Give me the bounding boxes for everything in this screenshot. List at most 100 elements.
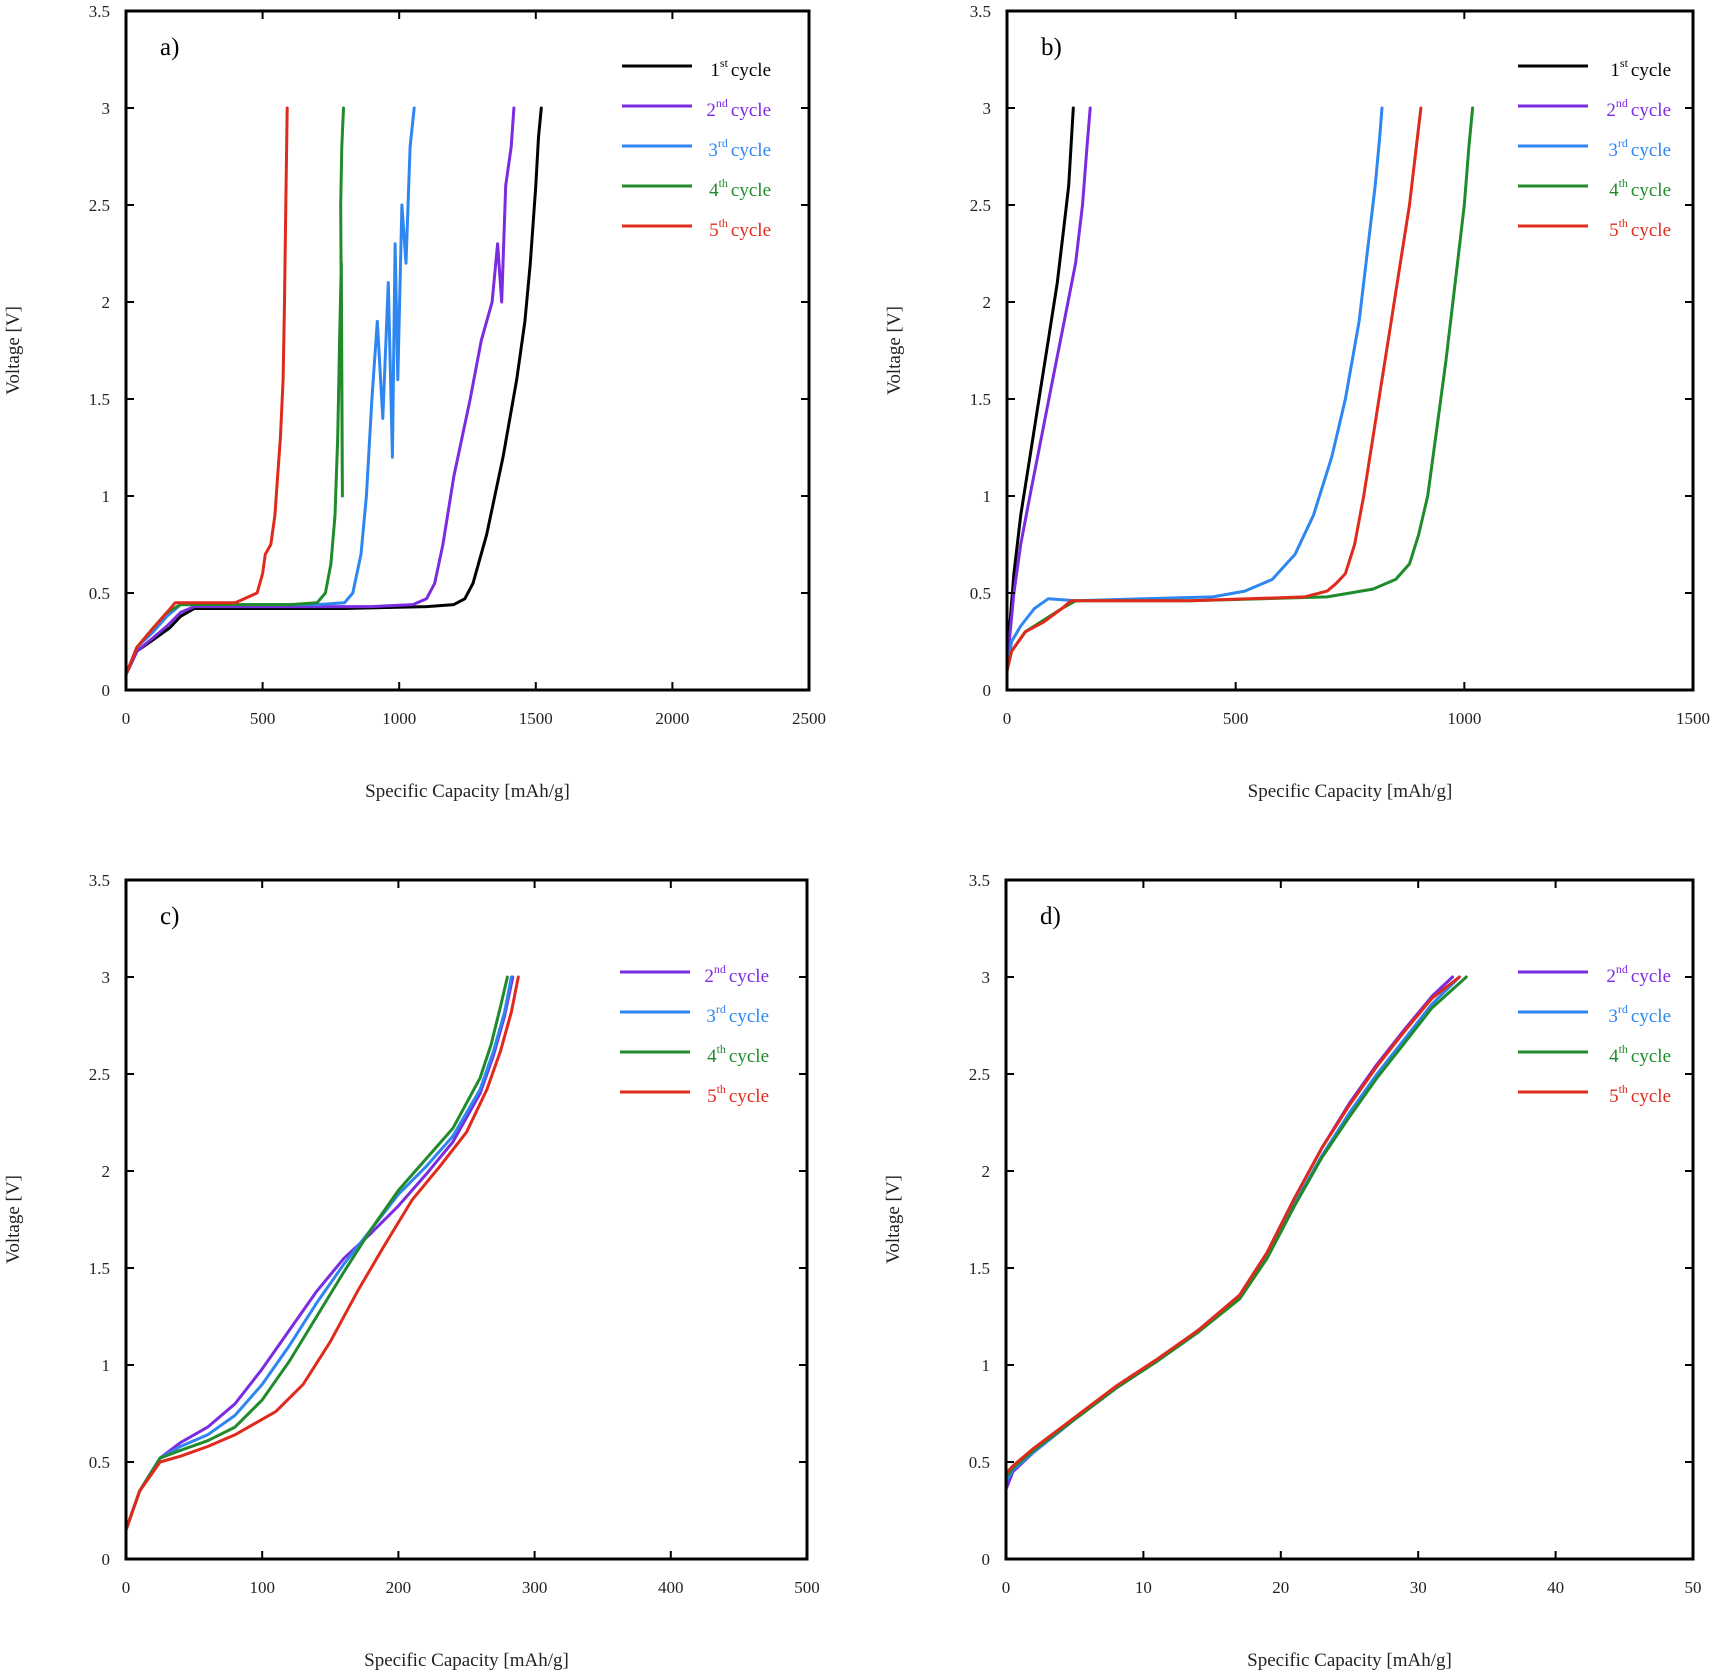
series-line-3rd	[124, 975, 513, 1532]
y-tick-label: 1.5	[89, 390, 110, 409]
x-tick-label: 500	[250, 709, 276, 728]
y-tick-label: 2	[983, 293, 992, 312]
y-tick-label: 3	[983, 99, 992, 118]
plot-frame	[1004, 878, 1695, 1561]
legend-entry: 5th cycle	[1609, 1082, 1671, 1107]
legend-word: cycle	[1631, 1086, 1671, 1107]
legend-entry: 5th cycle	[709, 216, 771, 241]
x-tick-label: 0	[122, 1578, 131, 1597]
series-line-5th	[1004, 975, 1461, 1476]
panel-label: a)	[160, 34, 179, 61]
legend-number: 5	[707, 1086, 717, 1107]
y-tick-label: 1.5	[89, 1259, 110, 1278]
series-line-3rd	[1005, 106, 1384, 673]
y-tick-label: 1.5	[970, 390, 991, 409]
legend-number: 5	[1609, 1086, 1619, 1107]
legend-number: 2	[1606, 100, 1616, 121]
y-tick-label: 2.5	[89, 1065, 110, 1084]
series-line-4th	[124, 106, 345, 676]
y-tick-label: 1	[983, 487, 992, 506]
y-tick-label: 2	[102, 1162, 111, 1181]
legend-ordinal: nd	[716, 96, 728, 110]
legend-word: cycle	[731, 180, 771, 201]
legend-number: 3	[1608, 140, 1618, 161]
chart-panel-2: 0 500 1000 1500 0 0.5 1 1.5 2 2.5 3 3.5 Specific Cap…	[884, 2, 1710, 802]
x-axis-label: Specific Capacity [mAh/g]	[364, 1650, 569, 1671]
y-tick-label: 3.5	[89, 2, 110, 21]
x-tick-label: 50	[1685, 1578, 1702, 1597]
x-tick-label: 1000	[382, 709, 416, 728]
y-tick-label: 1.5	[969, 1259, 990, 1278]
series-line-5th	[1005, 106, 1423, 673]
legend-ordinal: nd	[1616, 962, 1628, 976]
chart-panel-3: 0 100 200 300 400 500 0 0.5 1 1.5 2 2.5 3 3.5 Specific…	[3, 871, 820, 1671]
legend-number: 3	[706, 1006, 716, 1027]
legend-entry: 4th cycle	[1609, 1042, 1671, 1067]
legend-ordinal: rd	[1618, 136, 1628, 150]
legend-word: cycle	[731, 220, 771, 241]
legend-entry: 1st cycle	[1610, 56, 1671, 81]
y-axis-label: Voltage [V]	[3, 1175, 24, 1264]
legend-entry: 2nd cycle	[704, 962, 769, 987]
legend-word: cycle	[1631, 1006, 1671, 1027]
series-line-4th	[1005, 106, 1475, 673]
x-tick-label: 0	[1002, 1578, 1011, 1597]
legend-entry: 4th cycle	[1609, 176, 1671, 201]
legend-ordinal: th	[717, 1082, 726, 1096]
legend-word: cycle	[731, 140, 771, 161]
y-tick-label: 0.5	[970, 584, 991, 603]
x-tick-label: 1500	[519, 709, 553, 728]
legend-word: cycle	[1631, 220, 1671, 241]
x-tick-label: 2500	[792, 709, 826, 728]
legend-ordinal: st	[720, 56, 729, 70]
y-tick-label: 1	[982, 1356, 991, 1375]
y-tick-label: 0	[102, 681, 111, 700]
series-line-5th	[124, 975, 520, 1532]
y-tick-label: 3	[102, 99, 111, 118]
plot-frame	[124, 9, 811, 692]
legend-word: cycle	[729, 966, 769, 987]
legend-ordinal: th	[719, 216, 728, 230]
y-axis-label: Voltage [V]	[3, 306, 24, 395]
x-tick-label: 40	[1547, 1578, 1564, 1597]
panel-label: d)	[1040, 903, 1061, 930]
plot-frame	[124, 878, 809, 1561]
legend-number: 4	[1609, 180, 1619, 201]
x-tick-label: 400	[658, 1578, 684, 1597]
legend-ordinal: rd	[1618, 1002, 1628, 1016]
y-tick-label: 0.5	[969, 1453, 990, 1472]
legend-entry: 3rd cycle	[1608, 1002, 1671, 1027]
legend-ordinal: nd	[1616, 96, 1628, 110]
x-tick-label: 500	[1223, 709, 1249, 728]
legend-entry: 3rd cycle	[708, 136, 771, 161]
y-tick-label: 3.5	[970, 2, 991, 21]
legend-number: 2	[704, 966, 714, 987]
x-tick-label: 500	[794, 1578, 820, 1597]
y-axis-label: Voltage [V]	[884, 306, 905, 395]
legend-ordinal: nd	[714, 962, 726, 976]
series-line-2nd	[124, 106, 516, 676]
x-tick-label: 300	[522, 1578, 548, 1597]
y-tick-label: 2	[102, 293, 111, 312]
legend-ordinal: th	[1619, 1042, 1628, 1056]
y-tick-label: 0	[983, 681, 992, 700]
legend-entry: 3rd cycle	[706, 1002, 769, 1027]
legend-entry: 2nd cycle	[706, 96, 771, 121]
legend-entry: 2nd cycle	[1606, 962, 1671, 987]
legend-entry: 4th cycle	[709, 176, 771, 201]
legend-entry: 3rd cycle	[1608, 136, 1671, 161]
legend-ordinal: th	[719, 176, 728, 190]
legend-number: 5	[1609, 220, 1619, 241]
legend-number: 2	[1606, 966, 1616, 987]
y-tick-label: 1	[102, 487, 111, 506]
series-line-4th	[124, 975, 509, 1532]
legend-word: cycle	[729, 1006, 769, 1027]
legend-word: cycle	[1631, 60, 1671, 81]
legend-word: cycle	[729, 1086, 769, 1107]
x-tick-label: 20	[1272, 1578, 1289, 1597]
chart-panel-1: 0 500 1000 1500 2000 2500 0 0.5 1 1.5 2 2.5 3 3.5 Spec…	[3, 2, 826, 802]
x-tick-label: 100	[249, 1578, 275, 1597]
